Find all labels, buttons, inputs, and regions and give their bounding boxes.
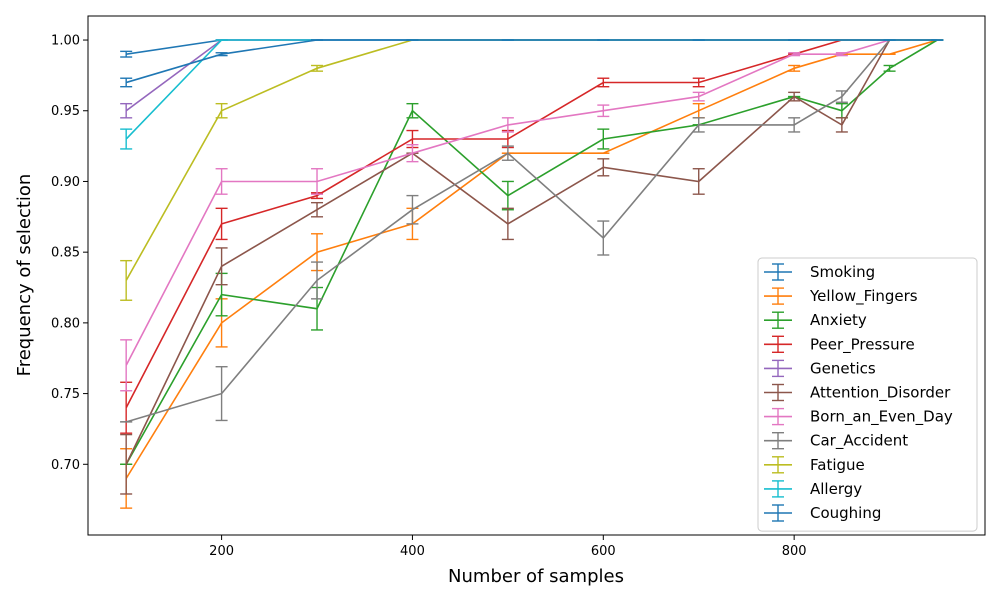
plot-frame [87, 15, 986, 536]
error-bar [501, 180, 514, 211]
error-bar [788, 52, 801, 57]
error-bar [597, 77, 610, 88]
legend-item: Smoking [764, 263, 875, 281]
error-bar [597, 220, 610, 256]
error-bar [120, 77, 133, 88]
legend-label: Coughing [810, 504, 881, 522]
error-bar [788, 91, 801, 102]
error-bar [835, 90, 848, 103]
error-bar [835, 52, 848, 57]
x-axis-label: Number of samples [448, 566, 624, 587]
x-axis-ticks: 200 400 600 800 [209, 535, 807, 559]
legend-item: Peer_Pressure [764, 335, 915, 354]
y-tick-label: 0.85 [51, 246, 80, 261]
x-tick-label: 600 [591, 544, 616, 559]
x-tick-label: 200 [209, 544, 234, 559]
legend-item: Car_Accident [764, 432, 908, 451]
legend-box [757, 257, 978, 532]
legend-item: Born_an_Even_Day [764, 408, 953, 427]
y-tick-label: 0.75 [51, 387, 80, 402]
error-bar [597, 128, 610, 150]
plot-area [120, 39, 944, 509]
legend-item: Allergy [764, 480, 862, 498]
error-bar [311, 64, 324, 72]
legend-item: Fatigue [764, 456, 865, 474]
error-bar [120, 259, 133, 301]
legend-item: Anxiety [764, 311, 867, 329]
legend-item: Coughing [764, 504, 881, 522]
error-bar [835, 102, 848, 119]
error-bar [215, 168, 228, 195]
error-bar [215, 207, 228, 241]
y-tick-label: 1.00 [51, 34, 80, 49]
series-allergy [120, 39, 944, 150]
legend-item: Attention_Disorder [764, 384, 951, 403]
y-axis-ticks: 0.70 0.75 0.80 0.85 0.90 0.95 1.00 [51, 34, 88, 473]
series-line [125, 39, 938, 84]
y-tick-label: 0.90 [51, 175, 80, 190]
error-bar [883, 64, 896, 72]
error-bar [835, 117, 848, 133]
error-bar [120, 339, 133, 392]
error-bar [215, 102, 228, 119]
error-bar [406, 143, 419, 163]
series-born-an-even-day [120, 39, 944, 392]
error-bar [597, 104, 610, 118]
error-bar [501, 117, 514, 133]
series-line [125, 39, 938, 281]
y-tick-label: 0.95 [51, 104, 80, 119]
legend: Smoking Yellow_Fingers Anxiety Peer_Pressur… [757, 257, 978, 532]
legend-item: Genetics [764, 359, 876, 377]
error-bar [120, 128, 133, 150]
error-bar [788, 117, 801, 133]
error-bar [501, 145, 514, 161]
x-tick-label: 400 [400, 544, 425, 559]
legend-label: Smoking [810, 263, 875, 281]
error-bar [501, 207, 514, 241]
error-bar [692, 168, 705, 195]
error-bar [788, 64, 801, 72]
x-tick-label: 800 [782, 544, 807, 559]
error-bar [215, 52, 228, 57]
error-bar [692, 91, 705, 102]
legend-label: Born_an_Even_Day [810, 408, 953, 427]
error-bar [120, 102, 133, 119]
series-coughing [120, 39, 944, 88]
error-bar [692, 77, 705, 88]
error-bar [215, 366, 228, 422]
legend-label: Genetics [810, 359, 876, 377]
legend-label: Anxiety [810, 311, 867, 329]
error-bar [311, 168, 324, 195]
error-bar [120, 50, 133, 58]
y-tick-label: 0.80 [51, 316, 80, 331]
error-bar [311, 261, 324, 300]
error-bar [215, 247, 228, 286]
error-bar [406, 102, 419, 119]
error-bar [406, 194, 419, 225]
legend-label: Fatigue [810, 456, 865, 474]
error-bar [692, 117, 705, 133]
legend-label: Car_Accident [810, 432, 908, 451]
error-bar [597, 158, 610, 177]
legend-label: Allergy [810, 480, 862, 498]
y-axis-label: Frequency of selection [14, 174, 35, 377]
error-bar [692, 102, 705, 119]
legend-label: Peer_Pressure [810, 335, 915, 354]
legend-label: Yellow_Fingers [809, 287, 918, 306]
legend-item: Yellow_Fingers [764, 287, 918, 306]
legend-label: Attention_Disorder [810, 384, 951, 403]
y-tick-label: 0.70 [51, 458, 80, 473]
error-bar [311, 201, 324, 218]
error-bar [120, 433, 133, 495]
